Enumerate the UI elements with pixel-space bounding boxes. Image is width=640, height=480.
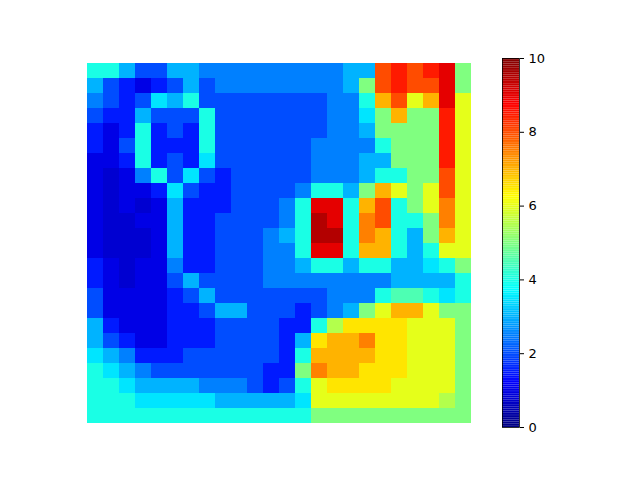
svg-text:2: 2 (529, 346, 537, 361)
svg-text:10: 10 (529, 51, 546, 66)
svg-text:4: 4 (529, 272, 537, 287)
svg-text:8: 8 (529, 124, 537, 139)
svg-text:6: 6 (529, 198, 537, 213)
svg-text:0: 0 (529, 420, 537, 435)
